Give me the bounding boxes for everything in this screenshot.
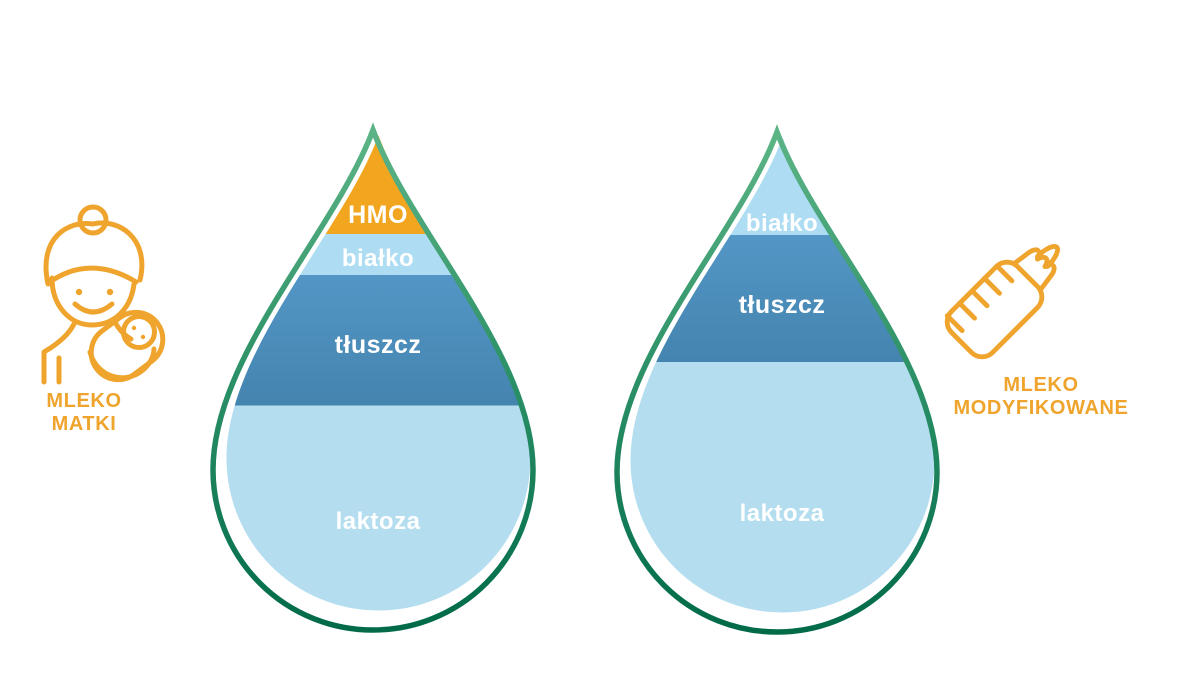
bottle-nipple	[1035, 244, 1060, 269]
shoulder-arm	[41, 321, 77, 385]
baby-bottle-icon	[944, 244, 1060, 360]
mother-left-eye	[75, 288, 83, 296]
hair-outline	[43, 220, 145, 287]
right-caption-line1: MLEKO	[1003, 374, 1079, 396]
bottle-tick-5	[944, 313, 965, 334]
bottle-collar-left	[1012, 249, 1032, 266]
face-outline	[49, 275, 137, 328]
mother-and-baby-icon	[41, 204, 166, 385]
baby-bottle-icon-strokes	[944, 244, 1060, 360]
baby-head	[121, 314, 157, 350]
droplet-mleko-modyfikowane: białko tłuszcz laktoza	[614, 124, 940, 635]
bottle-tick-2	[982, 275, 1002, 296]
label-laktoza: laktoza	[740, 500, 825, 527]
right-droplet-fill	[630, 137, 935, 613]
smile	[72, 301, 115, 315]
bottle-tick-3	[969, 288, 990, 309]
left-droplet-fill	[226, 135, 531, 611]
segment-laktoza	[630, 362, 935, 613]
baby-left-eye	[131, 325, 137, 331]
hair-fringe	[47, 265, 139, 285]
left-caption-line2: MATKI	[51, 413, 117, 435]
hair-bun	[77, 204, 109, 236]
baby-right-eye	[140, 334, 146, 340]
right-droplet-outline	[614, 124, 940, 635]
label-bialko: białko	[746, 210, 818, 237]
right-caption-line2: MODYFIKOWANE	[953, 397, 1129, 419]
droplet-mleko-matki: HMO białko tłuszcz laktoza	[210, 122, 536, 633]
left-caption-line1: MLEKO	[46, 390, 122, 412]
bottle-cap-scallops	[1026, 247, 1057, 278]
bottle-collar-right	[1038, 272, 1055, 292]
mother-arm-under-baby	[87, 346, 157, 381]
label-bialko: białko	[342, 245, 414, 272]
left-droplet-outline	[210, 122, 536, 633]
label-tluszcz: tłuszcz	[335, 331, 422, 359]
bottle-tick-4	[957, 300, 978, 321]
label-laktoza: laktoza	[336, 508, 421, 535]
mother-and-baby-icon-strokes	[41, 204, 166, 385]
mother-right-eye	[106, 288, 114, 296]
label-hmo: HMO	[348, 201, 408, 229]
face-dots	[75, 288, 146, 340]
left-caption: MLEKO MATKI	[14, 390, 154, 436]
bottle-body	[944, 259, 1045, 360]
label-tluszcz: tłuszcz	[739, 291, 826, 319]
bottle-tick-1	[994, 263, 1015, 284]
right-caption: MLEKO MODYFIKOWANE	[921, 374, 1161, 420]
